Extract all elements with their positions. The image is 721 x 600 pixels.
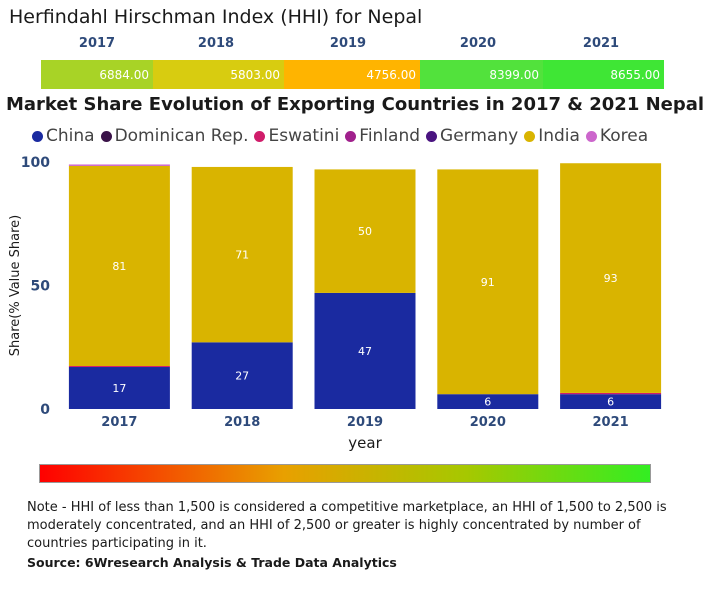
hhi-year-2017: 2017: [78, 36, 116, 51]
hhi-bar: 6884.00 5803.00 4756.00 8399.00 8655.00: [41, 60, 664, 89]
hhi-cell-2017: 6884.00: [41, 60, 153, 89]
data-label: 27: [235, 370, 249, 383]
source-line: Source: 6Wresearch Analysis & Trade Data…: [27, 555, 397, 570]
legend-item-eswatini[interactable]: Eswatini: [254, 126, 339, 146]
bar-segment-india-2018: [191, 166, 293, 343]
hhi-color-scale-bar: [39, 464, 651, 483]
legend-label: Germany: [440, 126, 519, 146]
hhi-year-2019: 2019: [329, 36, 367, 51]
x-axis-label: year: [348, 434, 382, 452]
y-tick-label: 50: [31, 279, 51, 295]
x-tick-label: 2021: [593, 415, 629, 430]
data-label: 50: [358, 225, 372, 238]
x-tick-label: 2017: [101, 415, 137, 430]
x-tick-label: 2020: [470, 415, 506, 430]
legend-label: Dominican Rep.: [114, 126, 249, 146]
chart-legend: China Dominican Rep. Eswatini Finland German…: [32, 126, 654, 146]
bar-segment-china-2017: [68, 367, 170, 409]
data-label: 93: [604, 272, 618, 285]
bar-segment-china-2020: [437, 394, 539, 409]
hhi-cell-2021: 8655.00: [543, 60, 664, 89]
bar-segment-india-2020: [437, 169, 539, 395]
legend-item-dominican-rep[interactable]: Dominican Rep.: [100, 126, 249, 146]
hhi-year-2021: 2021: [582, 36, 620, 51]
legend-swatch: [585, 130, 597, 142]
bar-segment-india-2021: [560, 163, 662, 393]
bar-segment-eswatini-2017: [68, 366, 170, 368]
bar-segment-india-2017: [68, 165, 170, 367]
bar-segment-india-2019: [314, 169, 416, 293]
y-tick-label: 0: [40, 402, 50, 418]
bar-segment-china-2018: [191, 342, 293, 409]
legend-item-india[interactable]: India: [524, 126, 580, 146]
bar-segment-korea-2017: [68, 164, 170, 166]
bar-segment-eswatini-2021: [560, 392, 662, 395]
stacked-bar-chart: 0 50 100 Share(% Value Share) year 17 81 2017 27…: [8, 155, 662, 452]
data-label: 6: [607, 396, 614, 409]
bar-segment-china-2019: [314, 292, 416, 409]
legend-swatch: [345, 130, 357, 142]
y-axis-label: Share(% Value Share): [8, 215, 23, 357]
hhi-year-2018: 2018: [197, 36, 235, 51]
hhi-title: Herfindahl Hirschman Index (HHI) for Nep…: [9, 6, 423, 28]
data-label: 71: [235, 249, 249, 262]
data-label: 17: [112, 382, 126, 395]
chart-title: Market Share Evolution of Exporting Coun…: [6, 94, 705, 115]
legend-label: Eswatini: [268, 126, 340, 146]
data-label: 91: [481, 276, 495, 289]
legend-swatch: [32, 130, 43, 142]
hhi-cell-2018: 5803.00: [153, 60, 284, 89]
legend-label: Korea: [599, 126, 649, 146]
bar-segment-china-2021: [560, 394, 662, 409]
legend-label: China: [46, 126, 95, 146]
legend-item-finland[interactable]: Finland: [345, 126, 420, 146]
x-tick-label: 2019: [347, 415, 383, 430]
y-tick-label: 100: [21, 155, 50, 171]
legend-item-korea[interactable]: Korea: [585, 126, 649, 146]
hhi-year-2020: 2020: [459, 36, 497, 51]
data-label: 47: [358, 345, 372, 358]
legend-swatch: [524, 130, 536, 142]
hhi-cell-2019: 4756.00: [284, 60, 420, 89]
legend-swatch: [100, 130, 112, 142]
legend-swatch: [426, 130, 438, 142]
hhi-cell-2020: 8399.00: [420, 60, 543, 89]
legend-item-germany[interactable]: Germany: [426, 126, 518, 146]
legend-label: Finland: [359, 126, 421, 146]
data-label: 81: [112, 260, 126, 273]
legend-label: India: [538, 126, 580, 146]
footnote: Note - HHI of less than 1,500 is conside…: [27, 500, 667, 551]
legend-item-china[interactable]: China: [32, 126, 95, 146]
legend-swatch: [254, 130, 266, 142]
data-label: 6: [484, 396, 491, 409]
x-tick-label: 2018: [224, 415, 260, 430]
